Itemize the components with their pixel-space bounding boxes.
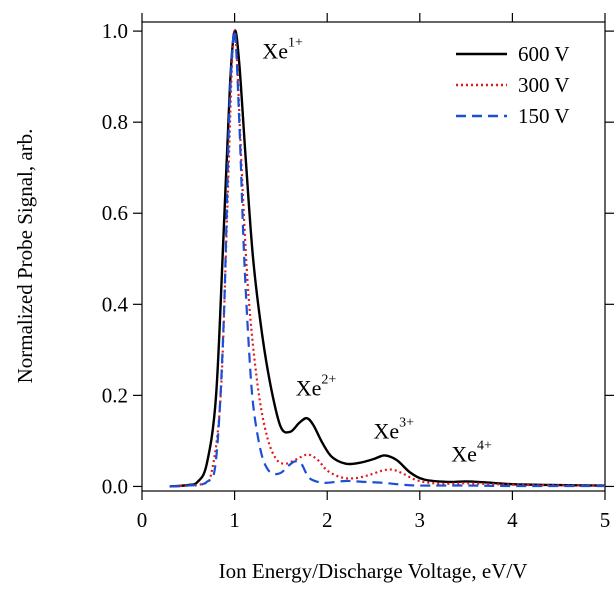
x-tick-label: 4 [507,508,518,532]
series-line-600-v [169,29,606,488]
x-tick-label: 5 [600,508,611,532]
y-axis-label: Normalized Probe Signal, arb. [13,129,37,384]
x-tick-label: 3 [415,508,426,532]
x-tick-label: 0 [137,508,148,532]
x-tick-label: 2 [322,508,333,532]
tick-group: 0 1 2 3 4 5 0.0 0.2 0.4 0.6 0.8 1.0 [102,13,614,532]
legend: 600 V 300 V 150 V [456,42,570,128]
peak-label: Xe3+ [374,416,415,444]
peak-label: Xe4+ [451,438,492,466]
x-tick-label: 1 [229,508,240,532]
legend-label: 300 V [518,73,570,97]
y-tick-label: 0.8 [102,110,128,134]
legend-label: 600 V [518,42,570,66]
y-tick-label: 0.0 [102,474,128,498]
peak-label: Xe1+ [262,35,303,63]
y-tick-label: 0.4 [102,292,129,316]
series-line-150-v [169,29,606,488]
peak-label: Xe2+ [296,372,337,400]
y-tick-label: 0.6 [102,201,128,225]
annotation-group: Xe1+ Xe2+ Xe3+ Xe4+ [262,35,492,466]
plot-frame [141,21,606,492]
x-axis-label: Ion Energy/Discharge Voltage, eV/V [219,559,528,583]
y-tick-label: 1.0 [102,19,128,43]
y-tick-label: 0.2 [102,383,128,407]
series-group [169,29,606,488]
legend-label: 150 V [518,104,570,128]
